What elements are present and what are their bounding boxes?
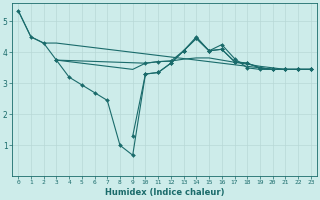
X-axis label: Humidex (Indice chaleur): Humidex (Indice chaleur) xyxy=(105,188,224,197)
